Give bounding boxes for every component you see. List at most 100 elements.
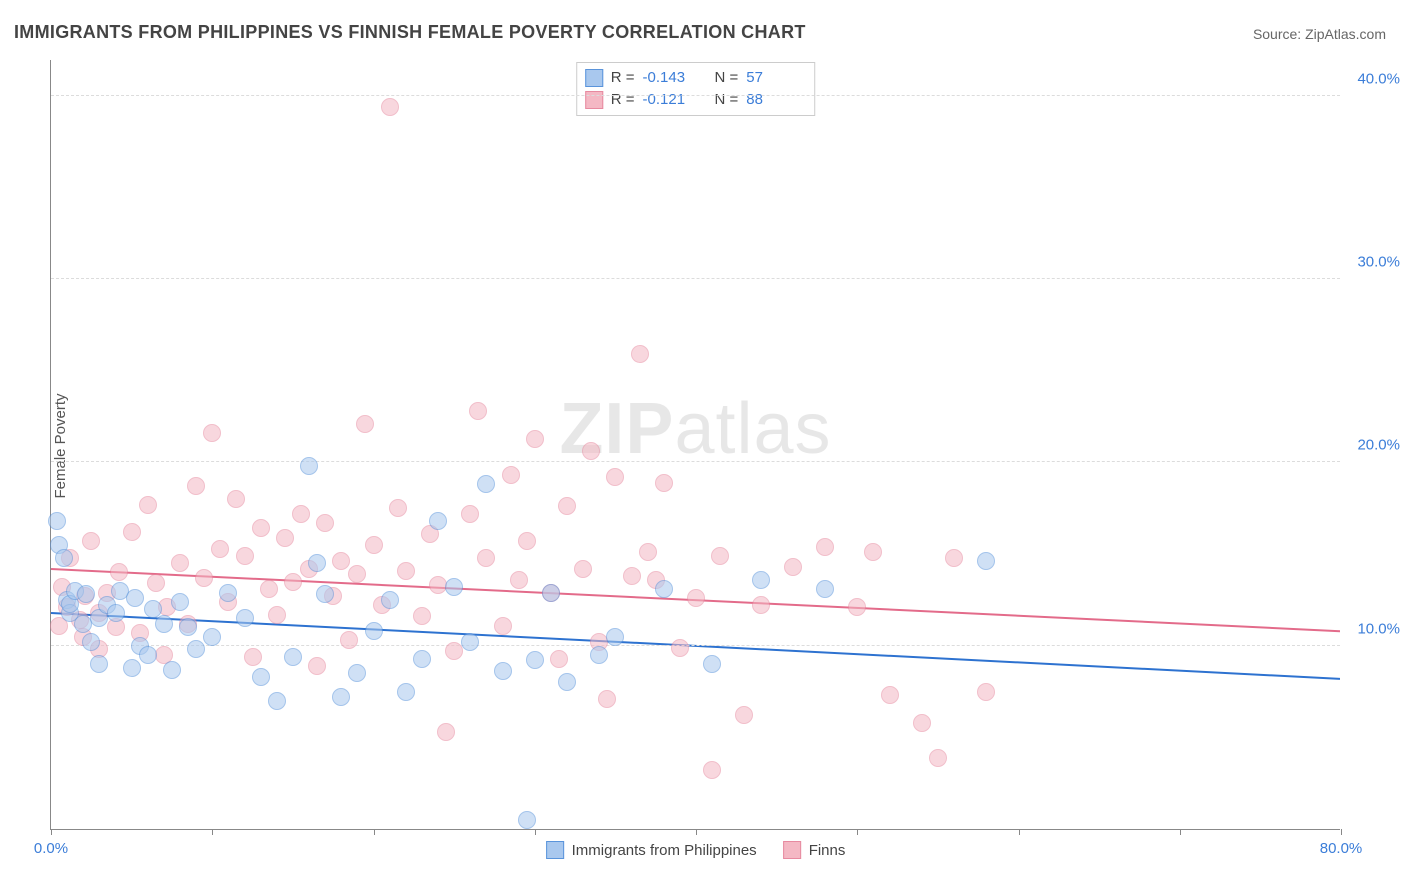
data-point-finns: [211, 540, 229, 558]
data-point-philippines: [219, 584, 237, 602]
data-point-philippines: [163, 661, 181, 679]
data-point-finns: [881, 686, 899, 704]
data-point-philippines: [752, 571, 770, 589]
data-point-finns: [445, 642, 463, 660]
gridline-h: [51, 461, 1340, 462]
source-attribution: Source: ZipAtlas.com: [1253, 26, 1386, 42]
data-point-finns: [582, 442, 600, 460]
data-point-finns: [671, 639, 689, 657]
data-point-philippines: [171, 593, 189, 611]
data-point-finns: [139, 496, 157, 514]
data-point-finns: [203, 424, 221, 442]
source-prefix: Source:: [1253, 26, 1305, 42]
data-point-finns: [292, 505, 310, 523]
data-point-philippines: [348, 664, 366, 682]
data-point-finns: [929, 749, 947, 767]
data-point-finns: [276, 529, 294, 547]
n-value-1: 88: [746, 89, 802, 111]
legend-label-1: Finns: [809, 842, 846, 859]
data-point-finns: [397, 562, 415, 580]
data-point-finns: [469, 402, 487, 420]
data-point-finns: [752, 596, 770, 614]
data-point-finns: [848, 598, 866, 616]
data-point-finns: [631, 345, 649, 363]
x-tick-mark: [1019, 829, 1020, 835]
data-point-philippines: [55, 549, 73, 567]
data-point-finns: [123, 523, 141, 541]
watermark-rest: atlas: [674, 389, 831, 469]
data-point-finns: [316, 514, 334, 532]
data-point-finns: [639, 543, 657, 561]
data-point-finns: [413, 607, 431, 625]
data-point-philippines: [300, 457, 318, 475]
data-point-philippines: [316, 585, 334, 603]
swatch-philippines: [546, 841, 564, 859]
data-point-finns: [195, 569, 213, 587]
swatch-philippines: [585, 69, 603, 87]
data-point-philippines: [445, 578, 463, 596]
x-tick-mark: [51, 829, 52, 835]
data-point-finns: [913, 714, 931, 732]
data-point-philippines: [139, 646, 157, 664]
n-value-0: 57: [746, 67, 802, 89]
data-point-philippines: [526, 651, 544, 669]
data-point-philippines: [461, 633, 479, 651]
data-point-finns: [268, 606, 286, 624]
data-point-philippines: [252, 668, 270, 686]
data-point-philippines: [477, 475, 495, 493]
gridline-h: [51, 278, 1340, 279]
watermark: ZIPatlas: [559, 388, 831, 470]
data-point-philippines: [977, 552, 995, 570]
legend-item-finns: Finns: [783, 841, 846, 859]
data-point-philippines: [236, 609, 254, 627]
data-point-philippines: [308, 554, 326, 572]
data-point-finns: [518, 532, 536, 550]
data-point-philippines: [82, 633, 100, 651]
data-point-philippines: [187, 640, 205, 658]
data-point-finns: [187, 477, 205, 495]
data-point-finns: [244, 648, 262, 666]
data-point-finns: [687, 589, 705, 607]
plot-area: ZIPatlas R = -0.143 N = 57 R = -0.121 N …: [50, 60, 1340, 830]
data-point-finns: [308, 657, 326, 675]
data-point-philippines: [126, 589, 144, 607]
data-point-finns: [502, 466, 520, 484]
data-point-philippines: [606, 628, 624, 646]
data-point-finns: [623, 567, 641, 585]
data-point-finns: [510, 571, 528, 589]
chart-title: IMMIGRANTS FROM PHILIPPINES VS FINNISH F…: [14, 22, 806, 43]
data-point-finns: [389, 499, 407, 517]
data-point-finns: [864, 543, 882, 561]
data-point-philippines: [268, 692, 286, 710]
data-point-finns: [381, 98, 399, 116]
x-tick-mark: [212, 829, 213, 835]
gridline-h: [51, 95, 1340, 96]
data-point-finns: [735, 706, 753, 724]
data-point-philippines: [332, 688, 350, 706]
x-tick-mark: [374, 829, 375, 835]
data-point-finns: [977, 683, 995, 701]
legend-item-philippines: Immigrants from Philippines: [546, 841, 757, 859]
data-point-philippines: [203, 628, 221, 646]
r-label: R =: [611, 89, 635, 111]
data-point-finns: [461, 505, 479, 523]
source-name: ZipAtlas.com: [1305, 26, 1386, 42]
data-point-philippines: [107, 604, 125, 622]
data-point-finns: [477, 549, 495, 567]
y-tick-label: 40.0%: [1345, 70, 1400, 87]
data-point-finns: [816, 538, 834, 556]
legend-stats-row-0: R = -0.143 N = 57: [585, 67, 803, 89]
data-point-finns: [711, 547, 729, 565]
gridline-h: [51, 645, 1340, 646]
data-point-finns: [606, 468, 624, 486]
data-point-philippines: [518, 811, 536, 829]
data-point-philippines: [429, 512, 447, 530]
data-point-philippines: [590, 646, 608, 664]
data-point-finns: [703, 761, 721, 779]
y-tick-label: 20.0%: [1345, 437, 1400, 454]
data-point-finns: [171, 554, 189, 572]
x-tick-label: 80.0%: [1320, 840, 1363, 857]
data-point-philippines: [655, 580, 673, 598]
data-point-finns: [147, 574, 165, 592]
data-point-philippines: [703, 655, 721, 673]
